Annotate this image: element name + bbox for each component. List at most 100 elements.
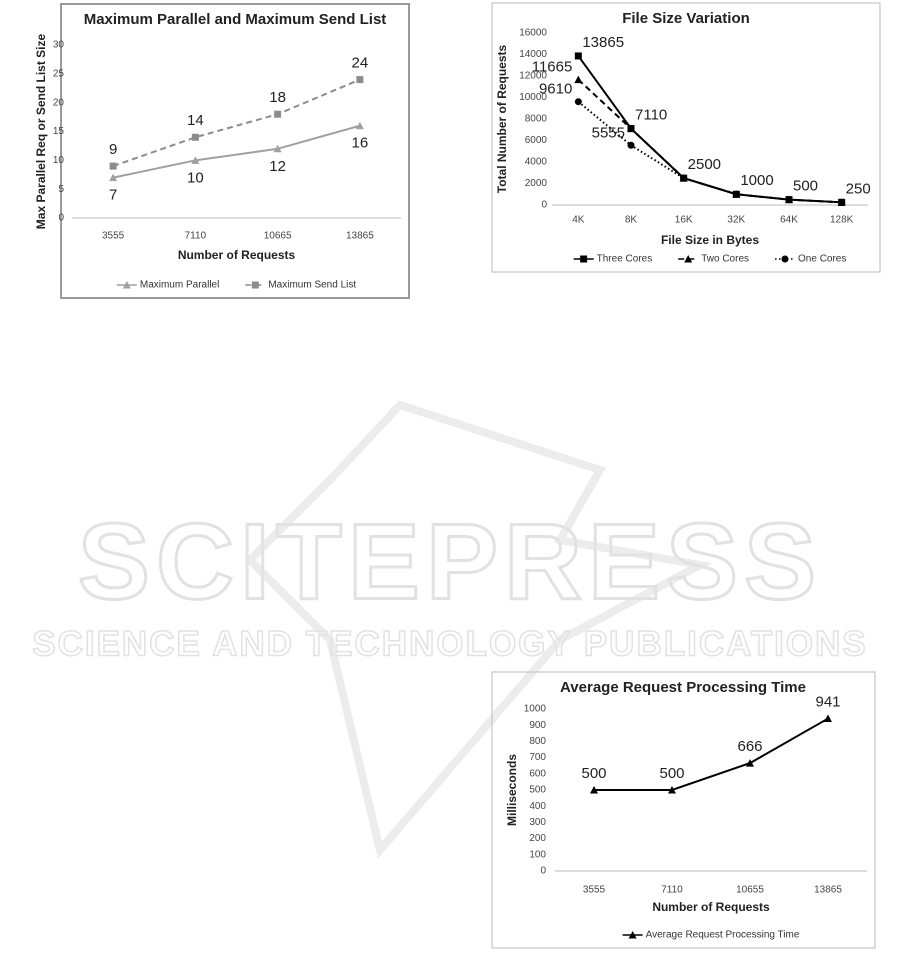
marker xyxy=(732,190,740,198)
legend: Maximum Parallel Maximum Send List xyxy=(116,280,356,291)
data-label: 666 xyxy=(737,738,762,755)
y-tick-label: 400 xyxy=(529,801,546,812)
data-label: 1000 xyxy=(740,172,773,189)
data-label: 500 xyxy=(793,178,818,195)
marker xyxy=(580,255,588,263)
y-tick-label: 30 xyxy=(53,40,65,51)
marker xyxy=(684,255,693,263)
data-label: 250 xyxy=(846,180,871,197)
marker xyxy=(251,281,259,289)
data-label: 18 xyxy=(269,89,286,106)
data-label: 2500 xyxy=(688,156,721,173)
marker xyxy=(356,76,364,84)
x-tick-label: 13865 xyxy=(346,231,374,242)
watermark-subtitle: SCIENCE AND TECHNOLOGY PUBLICATIONS xyxy=(32,624,868,663)
y-tick-label: 700 xyxy=(529,752,546,763)
y-tick-label: 10 xyxy=(53,155,65,166)
marker xyxy=(628,931,637,939)
marker xyxy=(109,162,117,170)
y-tick-label: 4000 xyxy=(525,157,548,168)
watermark-title: SCITEPRESS xyxy=(78,501,822,622)
series-line xyxy=(577,100,842,204)
chart-frame xyxy=(491,671,876,949)
x-tick-label: 3555 xyxy=(583,885,606,896)
y-tick-label: 0 xyxy=(541,200,547,211)
marker xyxy=(191,133,199,141)
y-tick-label: 100 xyxy=(529,849,546,860)
series-line xyxy=(112,78,361,168)
marker xyxy=(781,255,789,263)
data-label: 7110 xyxy=(635,107,667,124)
watermark: SCITEPRESS SCIENCE AND TECHNOLOGY PUBLIC… xyxy=(31,400,868,859)
data-label: 12 xyxy=(269,158,286,175)
chart: File Size Variation 0 2000 4000 6000 8000 1000… xyxy=(495,10,871,265)
legend-label: Three Cores xyxy=(597,254,653,265)
legend: Three Cores Two Cores One Cores xyxy=(573,254,846,265)
marker xyxy=(109,173,118,182)
y-axis-label: Milliseconds xyxy=(505,754,519,826)
chart-frame xyxy=(491,2,881,273)
y-tick-label: 200 xyxy=(529,833,546,844)
y-tick-label: 500 xyxy=(529,785,546,796)
y-axis-label: Max Parallel Req or Send List Size xyxy=(34,33,48,229)
marker xyxy=(680,174,688,182)
x-axis-label: File Size in Bytes xyxy=(661,233,759,247)
marker xyxy=(574,75,583,84)
series-line xyxy=(112,124,361,179)
data-label: 9610 xyxy=(539,81,572,98)
y-tick-label: 25 xyxy=(53,68,65,79)
data-label: 13865 xyxy=(582,34,624,51)
marker xyxy=(785,196,793,204)
y-tick-label: 8000 xyxy=(525,114,548,125)
marker xyxy=(627,124,635,133)
legend-label: One Cores xyxy=(798,254,846,265)
marker xyxy=(355,121,364,130)
y-tick-label: 20 xyxy=(53,97,65,108)
marker xyxy=(668,786,676,794)
marker xyxy=(274,110,282,118)
x-tick-label: 32K xyxy=(727,215,745,226)
marker xyxy=(627,141,635,149)
chart-title: Maximum Parallel and Maximum Send List xyxy=(84,11,387,28)
y-tick-label: 300 xyxy=(529,817,546,828)
y-tick-label: 800 xyxy=(529,736,546,747)
x-tick-label: 128K xyxy=(830,215,854,226)
data-label: 16 xyxy=(352,135,369,152)
y-tick-label: 900 xyxy=(529,720,546,731)
y-tick-label: 600 xyxy=(529,768,546,779)
marker xyxy=(574,98,582,106)
x-tick-label: 13865 xyxy=(814,885,842,896)
legend: Average Request Processing Time xyxy=(622,930,800,941)
data-label: 5555 xyxy=(592,124,625,141)
marker xyxy=(746,759,754,767)
y-tick-label: 1000 xyxy=(524,704,547,715)
series-line xyxy=(577,78,842,204)
x-axis-label: Number of Requests xyxy=(178,248,296,262)
legend-label: Average Request Processing Time xyxy=(646,930,800,941)
y-tick-label: 12000 xyxy=(519,71,547,82)
marker xyxy=(574,52,582,60)
marker xyxy=(824,714,832,723)
chart: Maximum Parallel and Maximum Send List 0 5… xyxy=(34,11,401,291)
y-tick-label: 2000 xyxy=(525,178,548,189)
watermark-logo xyxy=(244,400,713,859)
y-tick-label: 5 xyxy=(58,184,64,195)
x-axis-label: Number of Requests xyxy=(652,900,770,914)
x-tick-label: 10655 xyxy=(736,885,764,896)
x-tick-label: 10665 xyxy=(264,231,292,242)
chart-frame xyxy=(60,3,410,299)
chart: Average Request Processing Time 0 100 200 30… xyxy=(505,679,867,941)
y-tick-label: 15 xyxy=(53,126,65,137)
marker xyxy=(122,281,131,289)
data-label: 14 xyxy=(187,112,204,129)
series-line xyxy=(594,717,829,791)
data-label: 10 xyxy=(187,169,204,186)
y-tick-label: 16000 xyxy=(519,28,547,39)
data-label: 941 xyxy=(815,694,840,711)
data-label: 9 xyxy=(109,141,117,158)
y-tick-label: 0 xyxy=(58,213,64,224)
y-tick-label: 14000 xyxy=(519,49,547,60)
x-tick-label: 3555 xyxy=(102,231,125,242)
data-label: 500 xyxy=(581,765,606,782)
